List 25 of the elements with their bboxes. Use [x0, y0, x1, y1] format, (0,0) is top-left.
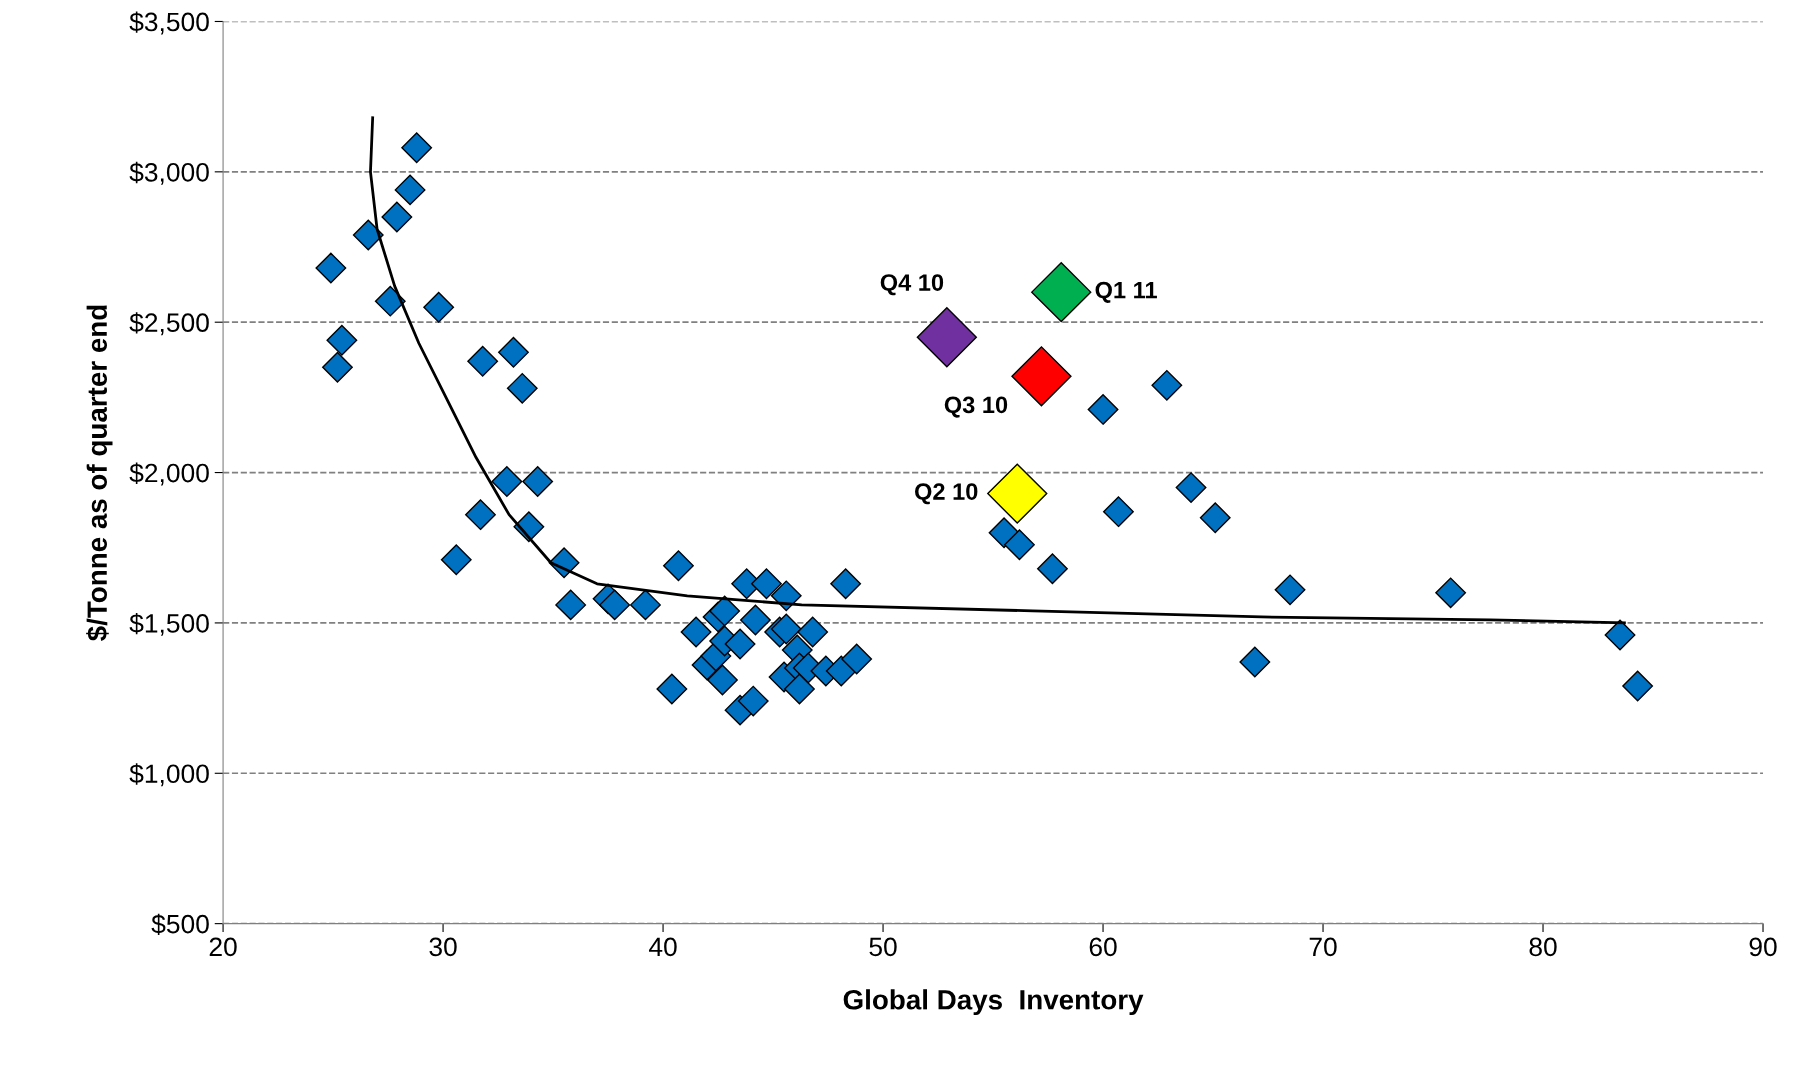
series-label: Q2 10: [915, 483, 978, 505]
x-tick-label: 30: [429, 937, 457, 957]
y-tick-label: $1,000: [129, 763, 209, 787]
x-tick-label: 40: [648, 937, 677, 957]
x-tick-label: 20: [209, 937, 237, 957]
x-tick-label: 70: [1309, 937, 1337, 957]
x-tick-label: 50: [869, 937, 897, 957]
series-label: Q4 10: [880, 274, 944, 296]
y-tick-label: $500: [151, 913, 209, 936]
y-axis-title: $/Tonne as of quarter end: [86, 305, 113, 641]
x-tick-label: 60: [1089, 937, 1117, 957]
x-axis-title: Global Days Inventory: [843, 989, 1144, 1016]
y-tick-label: $3,500: [129, 11, 209, 35]
y-tick-label: $1,500: [129, 612, 209, 636]
x-tick-label: 80: [1529, 937, 1557, 957]
y-tick-label: $3,000: [129, 161, 209, 185]
y-tick-label: $2,000: [129, 462, 209, 486]
point: [1031, 261, 1092, 323]
y-tick-label: $2,500: [129, 312, 209, 336]
point: [916, 307, 978, 368]
point: [1011, 346, 1072, 407]
series-label: Q3 10: [944, 396, 1008, 418]
series-label: Q1 11: [1095, 281, 1157, 303]
x-tick-label: 90: [1749, 937, 1777, 957]
point: [987, 463, 1048, 524]
